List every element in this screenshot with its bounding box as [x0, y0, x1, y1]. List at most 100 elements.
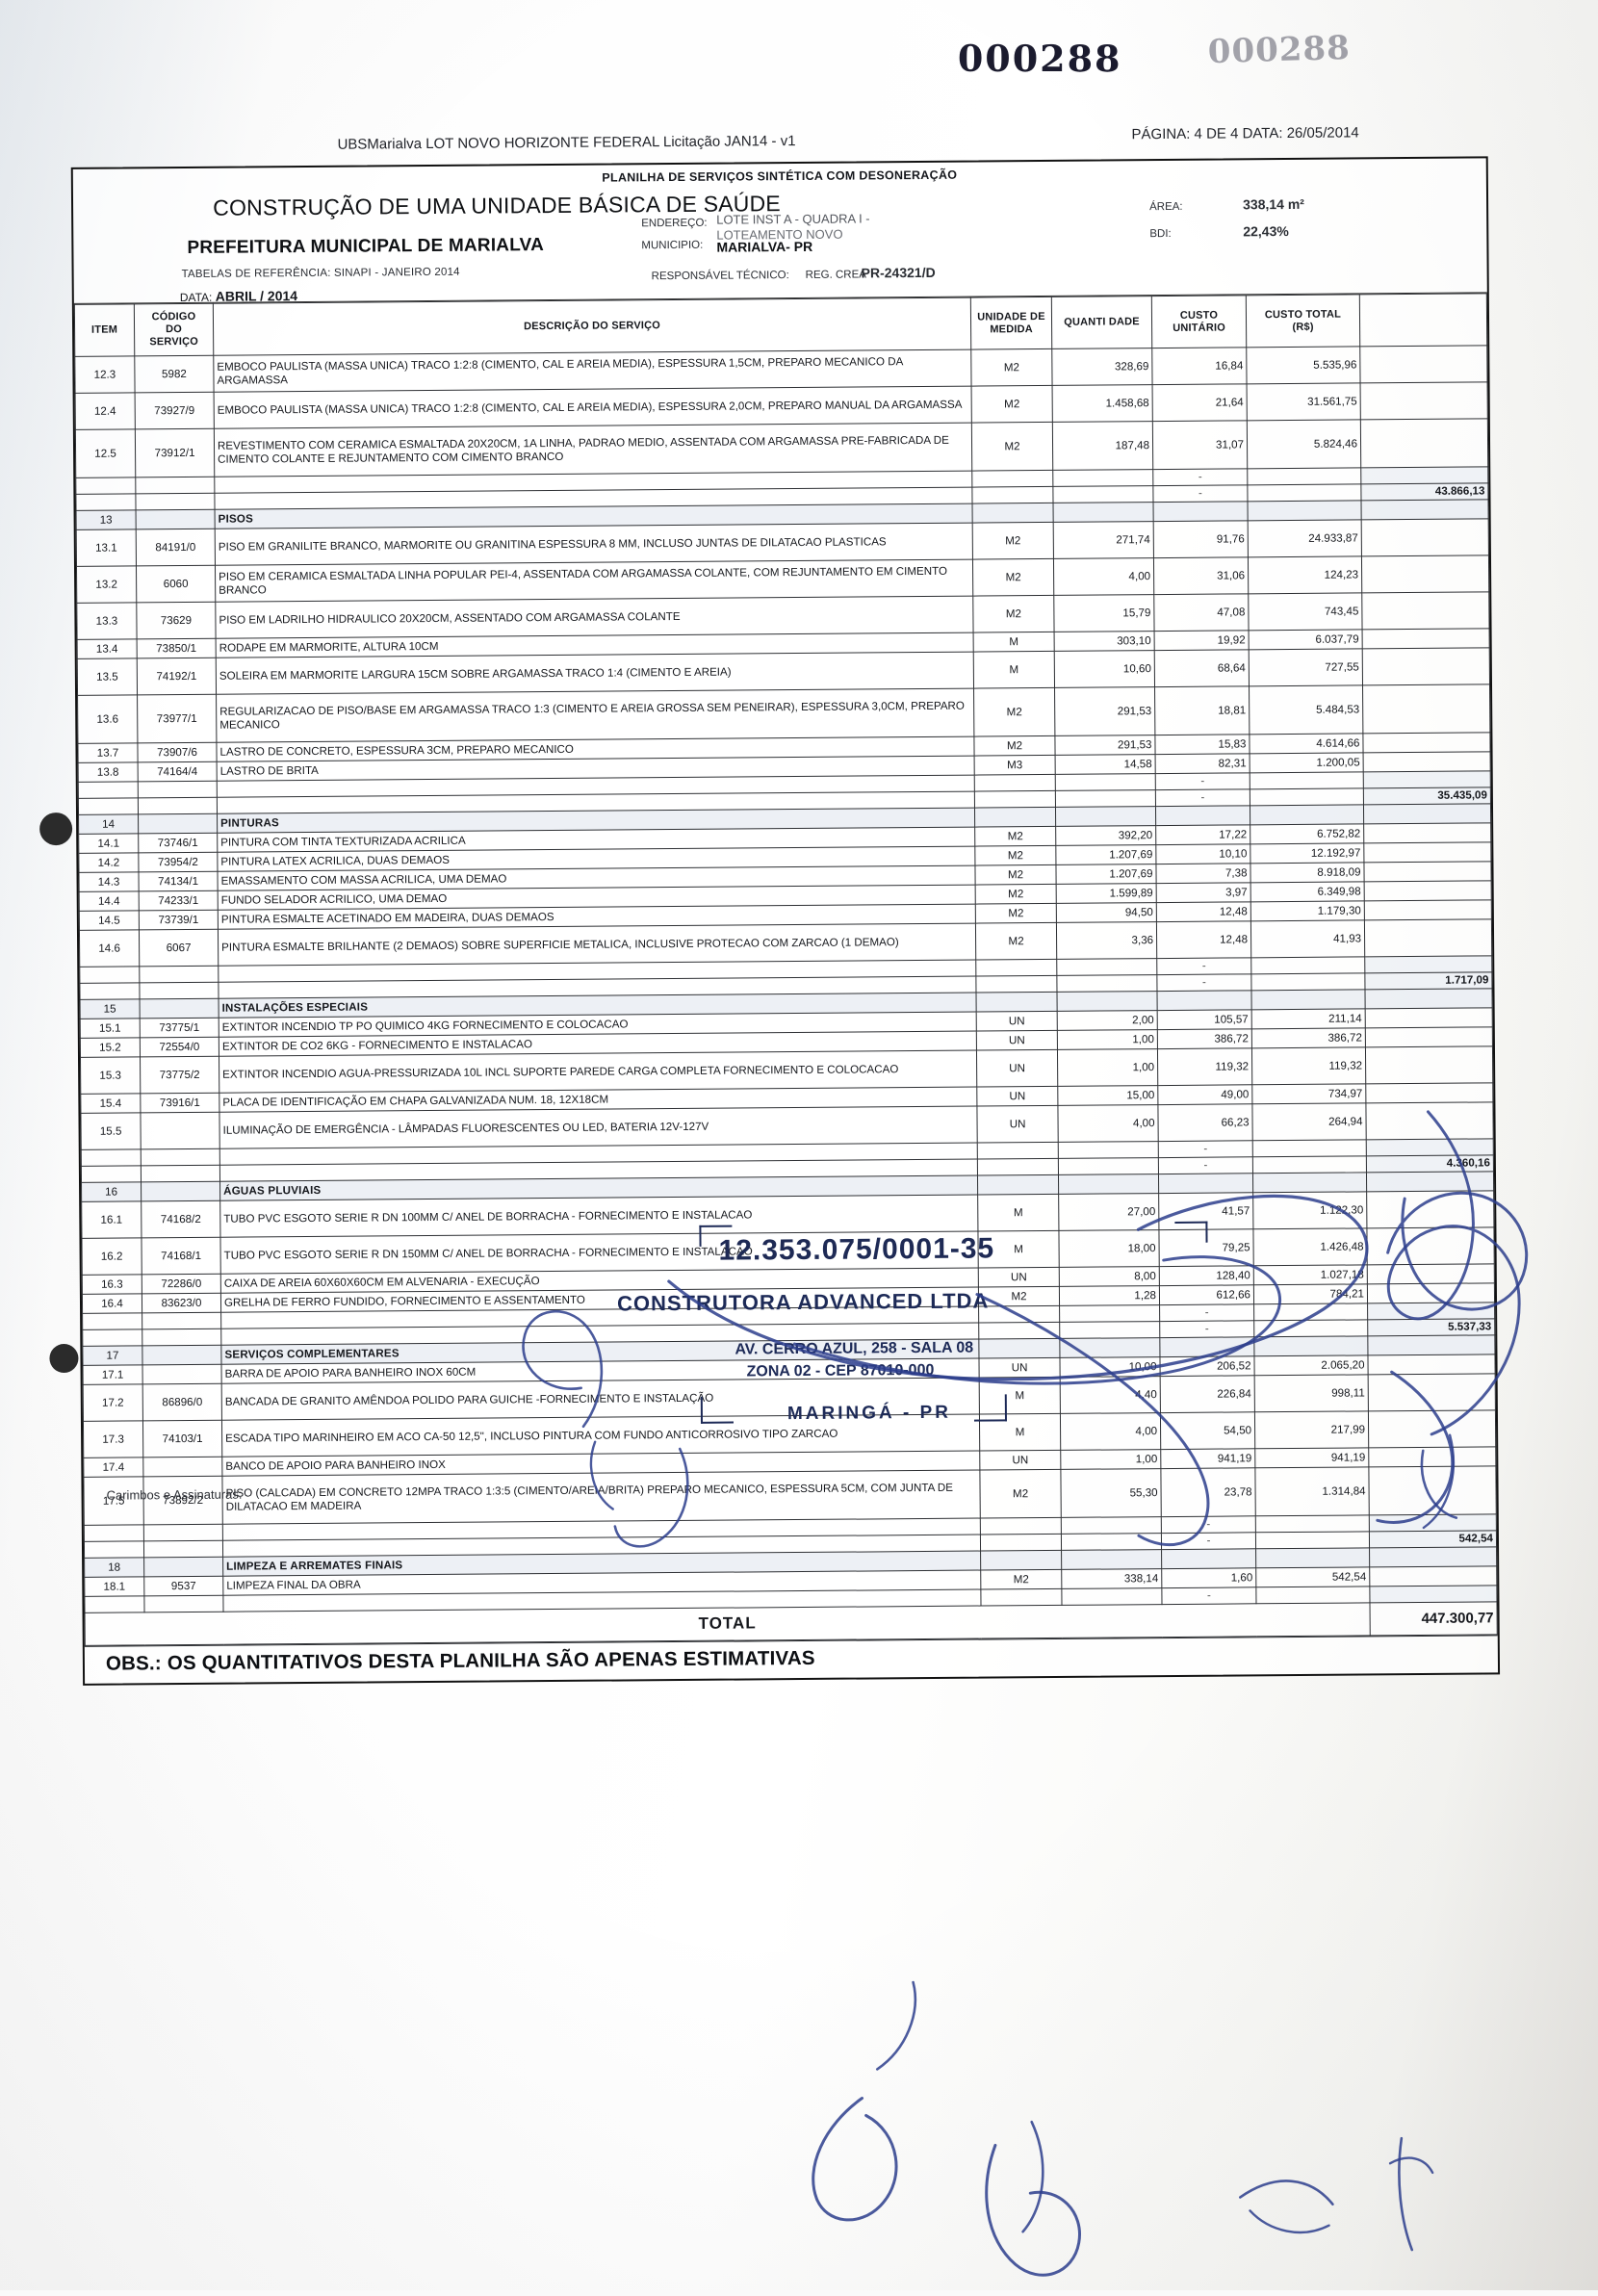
table-cell-subtotal	[1362, 684, 1490, 734]
table-cell-quantidade	[1053, 502, 1154, 523]
table-cell-codigo: 74192/1	[137, 658, 217, 695]
table-cell-item: 17.4	[83, 1457, 143, 1478]
table-cell-custo-unitario: -	[1158, 1156, 1253, 1174]
table-cell-item: 16.1	[81, 1200, 142, 1239]
table-cell-item: 14.5	[79, 910, 140, 931]
table-cell-subtotal	[1365, 1026, 1493, 1047]
table-cell-item: 13.1	[76, 529, 137, 567]
table-cell-quantidade	[1061, 1533, 1162, 1551]
table-cell-subtotal	[1369, 1585, 1497, 1603]
table-cell-subtotal	[1360, 466, 1488, 484]
date-label: DATA:	[179, 290, 213, 305]
table-cell-codigo: 6060	[136, 565, 216, 603]
bdi-label: BDI:	[1149, 227, 1172, 241]
table-cell-descricao: SOLEIRA EM MARMORITE LARGURA 15CM SOBRE …	[216, 652, 974, 695]
table-cell-custo-unitario: 12,48	[1156, 920, 1251, 959]
col-codigo-l1: CÓDIGO	[151, 310, 196, 323]
table-cell-subtotal	[1363, 822, 1491, 843]
table-cell-codigo	[139, 966, 219, 983]
company-address-line1: AV. CERRO AZUL, 258 - SALA 08	[735, 1339, 974, 1358]
table-cell-quantidade: 1,28	[1059, 1285, 1160, 1306]
table-cell-quantidade: 10,00	[1059, 1356, 1161, 1378]
table-cell-item: 15.5	[80, 1112, 142, 1150]
table-cell-custo-unitario: 18,81	[1154, 685, 1250, 735]
table-cell-custo-total: 24.933,87	[1248, 519, 1362, 557]
table-cell-quantidade	[1055, 789, 1156, 808]
table-cell-subtotal: 1.717,09	[1364, 971, 1492, 990]
table-cell-custo-total	[1255, 1531, 1370, 1549]
table-cell-custo-unitario: 1,60	[1161, 1567, 1256, 1588]
table-cell-unidade: M2	[971, 385, 1053, 424]
stamp-bracket-top-left	[699, 1225, 733, 1247]
table-cell-quantidade	[1059, 1321, 1160, 1339]
table-cell-codigo: 74168/1	[141, 1237, 221, 1275]
table-cell-codigo	[139, 982, 219, 999]
table-cell-item: 14	[78, 813, 139, 835]
table-cell-custo-total	[1252, 1139, 1367, 1157]
table-cell-subtotal	[1367, 1334, 1495, 1355]
table-cell-descricao: PISO EM CERAMICA ESMALTADA LINHA POPULAR…	[215, 559, 973, 603]
hole-punch-mark-2	[49, 1343, 79, 1374]
table-cell-item: 13.2	[76, 565, 137, 604]
table-cell-custo-total: 31.561,75	[1247, 382, 1361, 421]
table-cell-custo-total: 6.349,98	[1250, 881, 1365, 902]
company-city: MARINGÁ - PR	[786, 1402, 952, 1425]
running-header: UBSMarialva LOT NOVO HORIZONTE FEDERAL L…	[0, 124, 1593, 152]
table-cell-custo-total	[1252, 1155, 1367, 1174]
table-cell-item: 16	[81, 1181, 142, 1202]
total-value: 447.300,77	[1369, 1601, 1498, 1636]
table-cell-unidade: M	[973, 651, 1055, 689]
table-cell-custo-total: 386,72	[1251, 1027, 1366, 1048]
col-custo-total: CUSTO TOTAL (R$)	[1246, 294, 1360, 348]
table-cell-custo-total	[1247, 467, 1361, 485]
page-number-stamp-faint: 000288	[1207, 28, 1352, 72]
services-table: ITEM CÓDIGO DO SERVIÇO DESCRIÇÃO DO SERV…	[74, 293, 1498, 1646]
table-cell-item: 17.1	[83, 1364, 143, 1385]
table-cell-codigo	[141, 1181, 220, 1201]
table-cell-codigo: 73977/1	[137, 694, 217, 743]
table-cell-unidade	[974, 807, 1056, 828]
table-cell-custo-unitario: 12,48	[1156, 901, 1251, 922]
table-cell-subtotal	[1362, 647, 1490, 685]
table-cell-quantidade: 27,00	[1058, 1193, 1159, 1231]
table-cell-codigo	[138, 797, 218, 814]
table-cell-item	[82, 1312, 142, 1330]
budget-sheet-frame: PLANILHA DE SERVIÇOS SINTÉTICA COM DESON…	[70, 156, 1501, 1686]
table-cell-codigo: 73746/1	[138, 833, 218, 853]
table-cell-item	[81, 1148, 142, 1167]
table-cell-unidade: UN	[976, 1030, 1058, 1051]
entity-name: PREFEITURA MUNICIPAL DE MARIALVA	[187, 235, 545, 258]
table-cell-subtotal	[1360, 418, 1488, 468]
table-cell-custo-unitario: 17,22	[1155, 824, 1250, 845]
table-cell-unidade	[974, 774, 1056, 792]
table-cell-custo-total: 941,19	[1254, 1447, 1369, 1468]
table-cell-custo-unitario	[1159, 1336, 1254, 1357]
signatures-label: Carimbos e Assinaturas:	[106, 1486, 243, 1503]
stamp-bracket-bottom-left	[700, 1396, 735, 1424]
table-cell-codigo	[135, 477, 215, 494]
table-cell-custo-total	[1250, 787, 1364, 806]
table-cell-quantidade	[1056, 991, 1158, 1012]
table-cell-subtotal	[1363, 751, 1491, 772]
table-cell-subtotal	[1359, 345, 1488, 383]
table-cell-codigo	[135, 493, 216, 510]
table-cell-codigo	[142, 1457, 222, 1477]
table-cell-subtotal	[1366, 1138, 1494, 1156]
table-cell-custo-total: 998,11	[1254, 1374, 1369, 1412]
table-cell-quantidade: 187,48	[1052, 421, 1153, 471]
table-cell-codigo: 73629	[136, 602, 217, 639]
area-value: 338,14 m²	[1243, 195, 1304, 213]
table-cell-descricao: REVESTIMENTO COM CERAMICA ESMALTADA 20X2…	[214, 423, 972, 477]
table-cell-custo-unitario	[1158, 1173, 1253, 1194]
table-cell-codigo	[138, 781, 218, 798]
table-cell-custo-unitario: -	[1161, 1587, 1256, 1605]
date-value: ABRIL / 2014	[215, 288, 298, 304]
table-cell-subtotal	[1369, 1546, 1497, 1567]
table-cell-unidade: UN	[978, 1267, 1060, 1288]
table-cell-item: 15	[80, 998, 141, 1019]
table-cell-unidade	[977, 1158, 1059, 1176]
table-cell-quantidade: 1,00	[1057, 1048, 1158, 1087]
table-cell-custo-total	[1250, 771, 1364, 789]
table-cell-custo-unitario: 128,40	[1159, 1265, 1254, 1286]
table-cell-custo-unitario: 206,52	[1159, 1355, 1255, 1377]
